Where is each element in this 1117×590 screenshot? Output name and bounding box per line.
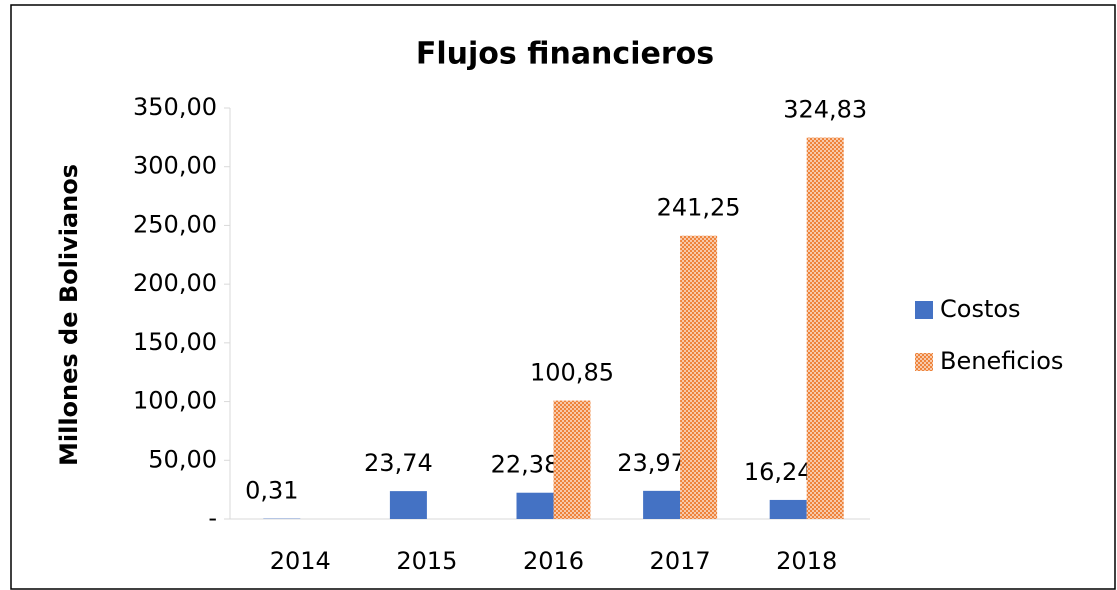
x-tick-label: 2014	[270, 547, 331, 575]
bar	[389, 491, 427, 519]
bar	[516, 492, 554, 519]
y-tick-label: 150,00	[133, 328, 217, 356]
y-tick-label: 100,00	[133, 387, 217, 415]
chart-title: Flujos financieros	[416, 37, 714, 72]
y-axis-label: Millones de Bolivianos	[55, 164, 83, 466]
x-tick-label: 2018	[776, 547, 837, 575]
legend-swatch	[915, 353, 933, 371]
data-label: 23,74	[364, 449, 433, 477]
legend-swatch	[915, 301, 933, 319]
bar	[806, 137, 844, 520]
x-tick-label: 2017	[650, 547, 711, 575]
bar	[769, 499, 807, 519]
x-tick-label: 2015	[396, 547, 457, 575]
y-tick-label: 200,00	[133, 269, 217, 297]
bar	[643, 490, 681, 519]
bar	[680, 235, 718, 520]
data-label: 22,38	[491, 451, 560, 479]
y-tick-label: 50,00	[148, 445, 217, 473]
data-label: 324,83	[783, 96, 867, 124]
data-label: 241,25	[657, 194, 741, 222]
legend-label: Beneficios	[940, 347, 1063, 375]
chart-border	[10, 4, 1116, 590]
bar	[553, 400, 591, 519]
y-tick-label: 350,00	[133, 93, 217, 121]
x-tick-label: 2016	[523, 547, 584, 575]
data-label: 16,24	[744, 458, 813, 486]
y-tick-label: 300,00	[133, 152, 217, 180]
data-label: 23,97	[617, 449, 686, 477]
y-tick-label: 250,00	[133, 210, 217, 238]
y-tick-label: -	[208, 504, 217, 532]
legend-label: Costos	[940, 295, 1021, 323]
data-label: 0,31	[245, 477, 298, 505]
data-label: 100,85	[530, 359, 614, 387]
